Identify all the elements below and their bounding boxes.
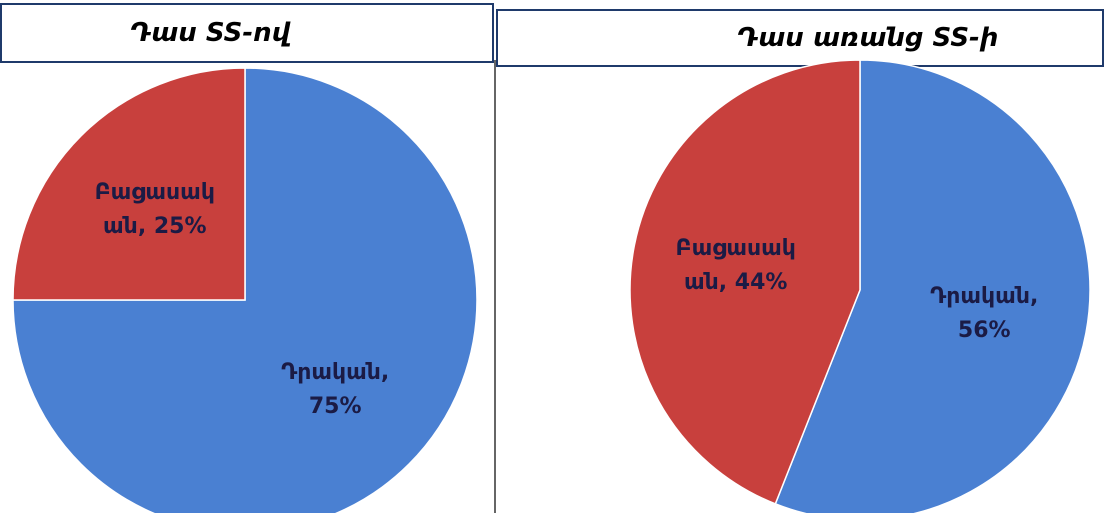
- data-label: Դրական, 56%: [930, 283, 1039, 343]
- data-label: Բացասական, 25%: [94, 179, 215, 239]
- data-label: Բացասական, 44%: [675, 236, 796, 296]
- title-box: [0, 3, 494, 63]
- pie-slice: [774, 59, 1091, 513]
- pie-slice: [12, 67, 246, 301]
- chart-title: Դաս SS-ով: [130, 18, 291, 48]
- chart-title: Դաս առանց SS-ի: [737, 23, 999, 53]
- pie-slice: [629, 59, 861, 505]
- data-label: Դրական, 75%: [281, 360, 390, 420]
- title-box: [496, 9, 1104, 67]
